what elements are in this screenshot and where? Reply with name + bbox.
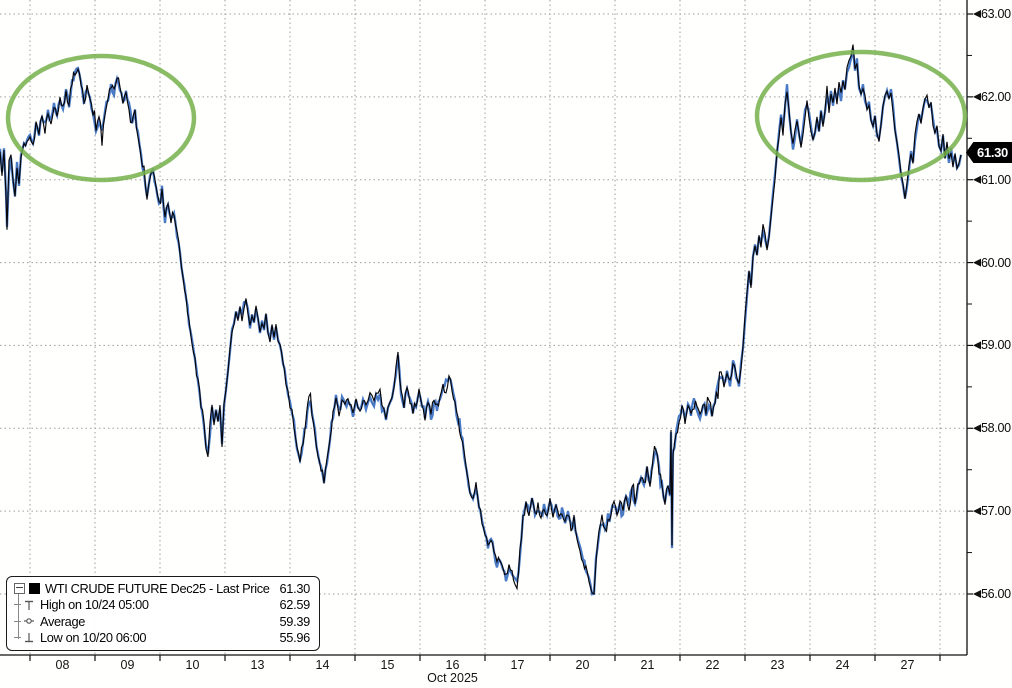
axis-tick-arrow-icon xyxy=(973,341,981,350)
axis-tick-arrow-icon xyxy=(973,92,981,101)
gridlines xyxy=(0,0,966,655)
high-label: High on 10/24 05:00 xyxy=(40,597,149,613)
x-tick-label: 13 xyxy=(250,658,265,672)
series-last-price-value: 61.30 xyxy=(279,580,310,596)
x-tick-label: 08 xyxy=(55,658,70,672)
average-value: 59.39 xyxy=(279,613,310,629)
tree-branch xyxy=(14,620,21,622)
x-tick-label: 21 xyxy=(640,658,655,672)
y-tick-label: 57.00 xyxy=(981,504,1011,519)
y-tick-label: 62.00 xyxy=(981,89,1011,104)
series-label: WTI CRUDE FUTURE Dec25 - Last Price xyxy=(45,580,270,596)
x-tick-label: 24 xyxy=(835,658,850,672)
y-tick-label: 60.00 xyxy=(981,255,1011,270)
price-line-blue xyxy=(0,48,963,596)
legend-box: WTI CRUDE FUTURE Dec25 - Last Price 61.3… xyxy=(6,576,320,651)
green-circle-annotations xyxy=(5,49,968,183)
legend-row-average: Average 59.39 xyxy=(7,613,319,630)
y-tick-label: 61.00 xyxy=(981,172,1011,187)
average-label: Average xyxy=(40,613,85,629)
x-tick-label: 15 xyxy=(380,658,395,672)
y-tick-label: 56.00 xyxy=(981,586,1011,601)
axis-tick-arrow-icon xyxy=(973,175,981,184)
x-tick-label: 17 xyxy=(510,658,525,672)
x-tick-label: 10 xyxy=(185,658,200,672)
y-tick-label: 58.00 xyxy=(981,421,1011,436)
x-tick-label: 14 xyxy=(315,658,330,672)
legend-row-high: High on 10/24 05:00 62.59 xyxy=(7,597,319,614)
axis-tick-arrow-icon xyxy=(973,258,981,267)
x-tick-label: 09 xyxy=(120,658,135,672)
axes xyxy=(0,0,981,661)
tree-branch xyxy=(14,637,21,639)
price-line-black xyxy=(0,44,962,595)
tree-collapse-icon[interactable] xyxy=(14,582,25,594)
legend-tree-connector xyxy=(18,594,19,639)
y-tick-label: 63.00 xyxy=(981,7,1011,21)
axis-tick-arrow-icon xyxy=(973,507,981,516)
series-color-swatch xyxy=(29,582,40,594)
axis-tick-arrow-icon xyxy=(973,10,981,18)
y-tick-label: 59.00 xyxy=(981,338,1011,353)
legend-row-low: Low on 10/20 06:00 55.96 xyxy=(7,630,319,647)
axis-tick-arrow-icon xyxy=(973,589,981,598)
low-value: 55.96 xyxy=(279,630,310,646)
last-price-tag: 61.30 xyxy=(966,142,1012,163)
x-axis-month-label: Oct 2025 xyxy=(427,671,478,685)
legend-row-series: WTI CRUDE FUTURE Dec25 - Last Price 61.3… xyxy=(7,580,319,597)
x-tick-label: 20 xyxy=(575,658,590,672)
tree-branch xyxy=(14,604,21,606)
low-marker-icon xyxy=(23,632,36,644)
highlight-ellipse xyxy=(754,49,968,183)
average-marker-icon xyxy=(23,615,36,627)
x-tick-label: 27 xyxy=(900,658,915,672)
price-line-series xyxy=(0,44,963,596)
low-label: Low on 10/20 06:00 xyxy=(40,630,147,646)
axis-tick-arrow-icon xyxy=(973,424,981,433)
x-tick-label: 16 xyxy=(445,658,460,672)
highlight-ellipse xyxy=(5,53,197,183)
x-tick-label: 22 xyxy=(705,658,720,672)
x-tick-label: 23 xyxy=(770,658,785,672)
high-marker-icon xyxy=(23,599,36,611)
high-value: 62.59 xyxy=(279,597,310,613)
